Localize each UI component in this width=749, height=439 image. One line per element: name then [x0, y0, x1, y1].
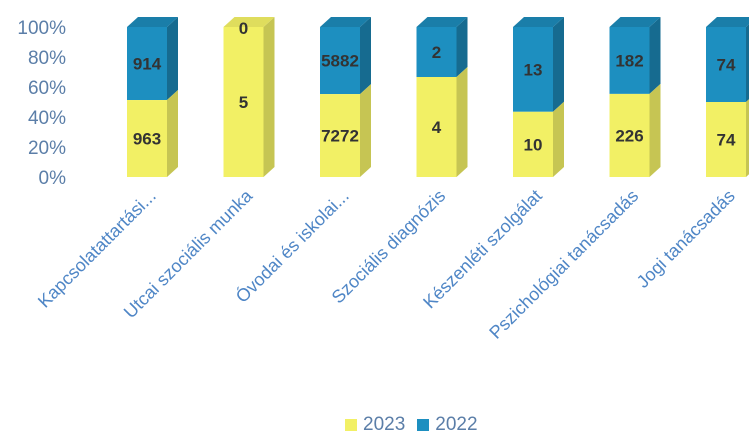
y-tick-label: 80%: [28, 48, 66, 69]
data-label-2023: 10: [524, 135, 543, 154]
bar-top: [706, 17, 749, 27]
y-axis: 0% 20% 40% 60% 80% 100%: [17, 18, 66, 189]
bar-2022-side: [360, 17, 371, 95]
data-label-2022: 182: [615, 51, 643, 70]
data-label-2023: 7272: [321, 127, 359, 146]
x-axis: Kapcsolatattartási...Utcai szociális mun…: [34, 185, 739, 343]
bar-top: [223, 17, 275, 27]
bar-2022-side: [167, 17, 178, 101]
bar-top: [127, 17, 178, 27]
x-tick-label: Jogi tanácsadás: [633, 186, 739, 292]
bar-2022: [416, 27, 457, 77]
data-label-2022: 0: [239, 19, 248, 38]
bar-2023-side: [649, 83, 661, 177]
bar-2022-side: [456, 17, 468, 77]
y-tick-label: 60%: [28, 78, 66, 99]
data-label-2023: 4: [432, 118, 442, 137]
bar-2023-side: [553, 101, 564, 177]
legend-swatch-2023: [345, 419, 357, 431]
bar-2022-side: [553, 17, 564, 112]
bar-top: [416, 17, 468, 27]
bar-2022-side: [746, 24, 749, 102]
bar-2023: [320, 94, 360, 177]
bar-2023: [513, 111, 553, 177]
bar-2023: [609, 93, 650, 177]
legend-item-2023: 2023: [345, 414, 405, 436]
bar-2022: [513, 27, 553, 112]
bar-2023-side: [263, 17, 275, 177]
legend-label-2022: 2022: [435, 414, 478, 435]
legend: 2023 2022: [345, 414, 490, 436]
data-label-2022: 2: [432, 43, 441, 62]
data-label-2023: 74: [717, 131, 736, 150]
bar-2022: [706, 27, 746, 102]
bar-2023: [416, 77, 457, 177]
bar-2023: [127, 100, 167, 177]
data-label-2022: 13: [524, 60, 543, 79]
bar-2023-side: [746, 99, 749, 177]
bar-2022: [320, 27, 360, 95]
bar-2023-side: [360, 84, 371, 177]
y-tick-label: 40%: [28, 108, 66, 129]
bar-2022: [609, 27, 650, 94]
y-tick-label: 20%: [28, 138, 66, 159]
bar-top: [320, 17, 371, 27]
legend-swatch-2022: [417, 419, 430, 431]
bar-2022-side: [649, 17, 661, 94]
bars: [127, 17, 749, 177]
data-label-2023: 226: [615, 126, 643, 145]
data-label-2023: 963: [133, 130, 161, 149]
y-tick-label: 100%: [17, 18, 66, 39]
bar-2023: [223, 27, 264, 177]
bar-top: [609, 17, 661, 27]
bar-2023-side: [167, 90, 178, 177]
bar-top: [513, 17, 564, 27]
data-label-2023: 5: [239, 93, 248, 112]
bar-2023-side: [456, 67, 468, 177]
data-labels: 963 914 5 0 7272 5882 4 2 10 13 226 182 74 74: [133, 19, 736, 154]
y-tick-label: 0%: [39, 168, 67, 189]
bar-2023: [706, 102, 746, 177]
legend-item-2022: 2022: [417, 414, 478, 436]
data-label-2022: 5882: [321, 52, 359, 71]
data-label-2022: 74: [717, 56, 736, 75]
data-label-2022: 914: [133, 55, 162, 74]
legend-label-2023: 2023: [363, 414, 406, 435]
bar-2022: [127, 27, 167, 101]
